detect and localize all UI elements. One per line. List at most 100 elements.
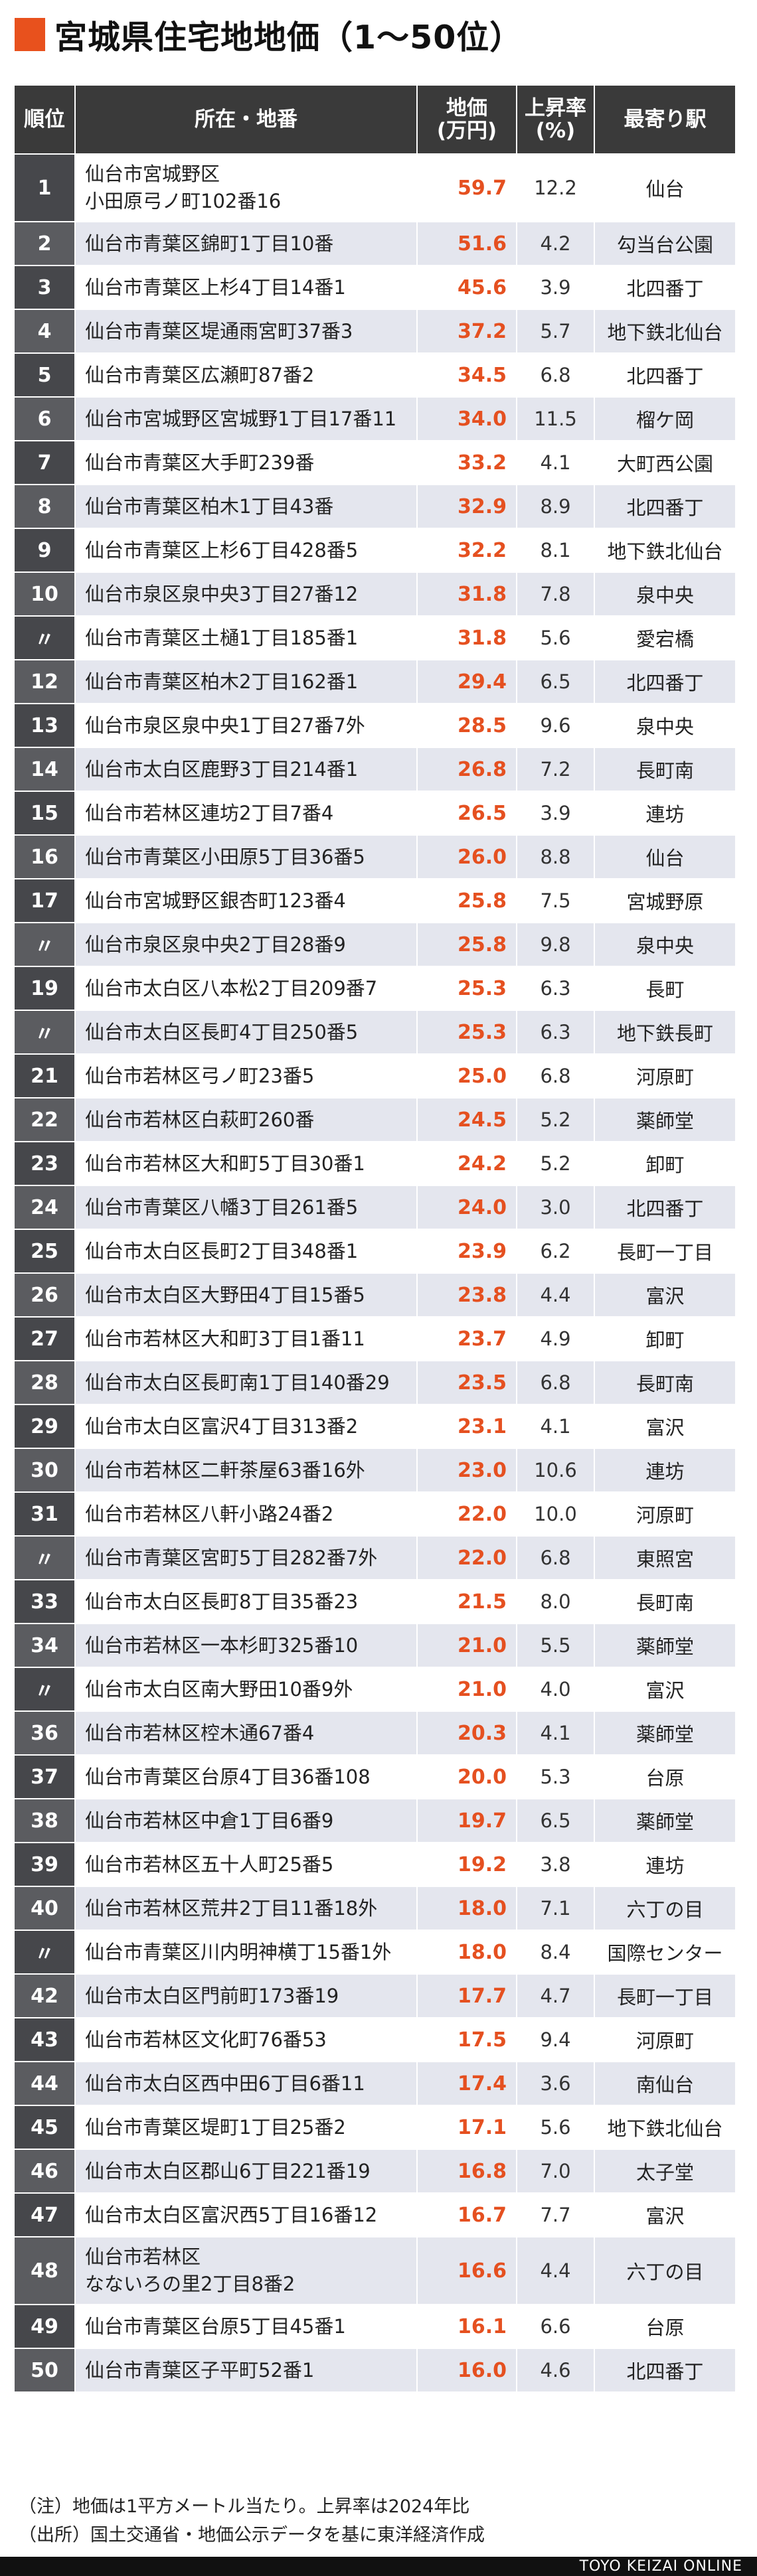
table-row: 47 仙台市太白区富沢西5丁目16番12 16.7 7.7 富沢 (13, 2192, 736, 2237)
price-cell: 33.2 (416, 440, 517, 485)
title-row: 宮城県住宅地地価（1～50位） (15, 13, 523, 56)
rate-cell: 8.4 (516, 1930, 595, 1975)
price-cell: 23.7 (416, 1316, 517, 1361)
table-row: 23 仙台市若林区大和町5丁目30番1 24.2 5.2 卸町 (13, 1141, 736, 1186)
rate-cell: 8.8 (516, 834, 595, 879)
price-cell: 32.2 (416, 528, 517, 573)
address-cell: 仙台市若林区荒井2丁目11番18外 (74, 1886, 418, 1931)
header-rank: 順位 (13, 84, 76, 155)
price-cell: 16.7 (416, 2192, 517, 2237)
station-cell: 仙台 (594, 834, 736, 879)
rate-cell: 5.3 (516, 1754, 595, 1799)
rank-cell: 43 (13, 2017, 76, 2062)
rate-cell: 7.7 (516, 2192, 595, 2237)
rate-cell: 6.8 (516, 1053, 595, 1099)
address-cell: 仙台市泉区泉中央2丁目28番9 (74, 922, 418, 967)
address-cell: 仙台市若林区大和町3丁目1番11 (74, 1316, 418, 1361)
table-row: 29 仙台市太白区富沢4丁目313番2 23.1 4.1 富沢 (13, 1404, 736, 1449)
price-cell: 25.0 (416, 1053, 517, 1099)
rate-cell: 4.7 (516, 1973, 595, 2018)
price-cell: 21.5 (416, 1579, 517, 1624)
address-cell: 仙台市若林区一本杉町325番10 (74, 1623, 418, 1668)
station-cell: 河原町 (594, 1491, 736, 1537)
address-cell: 仙台市太白区富沢4丁目313番2 (74, 1404, 418, 1449)
address-cell: 仙台市若林区文化町76番53 (74, 2017, 418, 2062)
station-cell: 六丁の目 (594, 2236, 736, 2305)
table-row: 30 仙台市若林区二軒茶屋63番16外 23.0 10.6 連坊 (13, 1448, 736, 1493)
rank-cell: 37 (13, 1754, 76, 1799)
table-row: 12 仙台市青葉区柏木2丁目162番1 29.4 6.5 北四番丁 (13, 659, 736, 704)
rate-cell: 3.8 (516, 1842, 595, 1887)
table-row: 27 仙台市若林区大和町3丁目1番11 23.7 4.9 卸町 (13, 1316, 736, 1361)
table-row: 3 仙台市青葉区上杉4丁目14番1 45.6 3.9 北四番丁 (13, 265, 736, 310)
table-row: 9 仙台市青葉区上杉6丁目428番5 32.2 8.1 地下鉄北仙台 (13, 528, 736, 573)
rank-cell: 25 (13, 1229, 76, 1274)
station-cell: 南仙台 (594, 2061, 736, 2106)
rank-cell: 30 (13, 1448, 76, 1493)
header-address: 所在・地番 (74, 84, 418, 155)
address-cell: 仙台市宮城野区 小田原弓ノ町102番16 (74, 153, 418, 222)
rate-cell: 9.6 (516, 703, 595, 748)
price-cell: 24.2 (416, 1141, 517, 1186)
rank-cell: 〃 (13, 1930, 76, 1975)
address-cell: 仙台市青葉区八幡3丁目261番5 (74, 1185, 418, 1230)
rate-cell: 10.6 (516, 1448, 595, 1493)
rate-cell: 3.9 (516, 791, 595, 836)
station-cell: 富沢 (594, 1404, 736, 1449)
rank-cell: 49 (13, 2304, 76, 2349)
table-header-row: 順位 所在・地番 地価 (万円) 上昇率 (%) 最寄り駅 (13, 84, 736, 155)
price-cell: 21.0 (416, 1623, 517, 1668)
station-cell: 愛宕橋 (594, 615, 736, 660)
rate-cell: 4.4 (516, 1272, 595, 1318)
rank-cell: 33 (13, 1579, 76, 1624)
rank-cell: 44 (13, 2061, 76, 2106)
table-row: 10 仙台市泉区泉中央3丁目27番12 31.8 7.8 泉中央 (13, 571, 736, 617)
address-cell: 仙台市若林区白萩町260番 (74, 1097, 418, 1142)
rank-cell: 8 (13, 484, 76, 529)
station-cell: 長町南 (594, 747, 736, 792)
station-cell: 長町一丁目 (594, 1973, 736, 2018)
rank-cell: 6 (13, 396, 76, 441)
rate-cell: 4.1 (516, 1404, 595, 1449)
table-row: 6 仙台市宮城野区宮城野1丁目17番11 34.0 11.5 榴ケ岡 (13, 396, 736, 441)
rank-cell: 1 (13, 153, 76, 222)
table-row: 26 仙台市太白区大野田4丁目15番5 23.8 4.4 富沢 (13, 1272, 736, 1318)
price-cell: 25.8 (416, 922, 517, 967)
price-cell: 23.8 (416, 1272, 517, 1318)
price-cell: 34.5 (416, 352, 517, 398)
rank-cell: 4 (13, 309, 76, 354)
header-price: 地価 (万円) (416, 84, 517, 155)
rank-cell: 48 (13, 2236, 76, 2305)
price-cell: 21.0 (416, 1667, 517, 1712)
table-row: 37 仙台市青葉区台原4丁目36番108 20.0 5.3 台原 (13, 1754, 736, 1799)
table-row: 1 仙台市宮城野区 小田原弓ノ町102番16 59.7 12.2 仙台 (13, 153, 736, 222)
rank-cell: 12 (13, 659, 76, 704)
rate-cell: 5.6 (516, 615, 595, 660)
table-row: 13 仙台市泉区泉中央1丁目27番7外 28.5 9.6 泉中央 (13, 703, 736, 748)
rate-cell: 4.9 (516, 1316, 595, 1361)
rate-cell: 6.8 (516, 352, 595, 398)
rank-cell: 15 (13, 791, 76, 836)
address-cell: 仙台市青葉区堤通雨宮町37番3 (74, 309, 418, 354)
table-row: 19 仙台市太白区八本松2丁目209番7 25.3 6.3 長町 (13, 966, 736, 1011)
price-cell: 25.3 (416, 966, 517, 1011)
address-cell: 仙台市青葉区上杉6丁目428番5 (74, 528, 418, 573)
address-cell: 仙台市青葉区台原4丁目36番108 (74, 1754, 418, 1799)
table-row: 14 仙台市太白区鹿野3丁目214番1 26.8 7.2 長町南 (13, 747, 736, 792)
rank-cell: 40 (13, 1886, 76, 1931)
table-row: 50 仙台市青葉区子平町52番1 16.0 4.6 北四番丁 (13, 2348, 736, 2393)
rank-cell: 26 (13, 1272, 76, 1318)
rank-cell: 19 (13, 966, 76, 1011)
rate-cell: 7.0 (516, 2149, 595, 2194)
station-cell: 卸町 (594, 1316, 736, 1361)
rate-cell: 4.1 (516, 1710, 595, 1756)
address-cell: 仙台市太白区八本松2丁目209番7 (74, 966, 418, 1011)
rate-cell: 12.2 (516, 153, 595, 222)
table-row: 42 仙台市太白区門前町173番19 17.7 4.7 長町一丁目 (13, 1973, 736, 2018)
price-cell: 51.6 (416, 221, 517, 266)
price-cell: 16.1 (416, 2304, 517, 2349)
rank-cell: 34 (13, 1623, 76, 1668)
address-cell: 仙台市太白区南大野田10番9外 (74, 1667, 418, 1712)
table-row: 24 仙台市青葉区八幡3丁目261番5 24.0 3.0 北四番丁 (13, 1185, 736, 1230)
address-cell: 仙台市若林区弓ノ町23番5 (74, 1053, 418, 1099)
